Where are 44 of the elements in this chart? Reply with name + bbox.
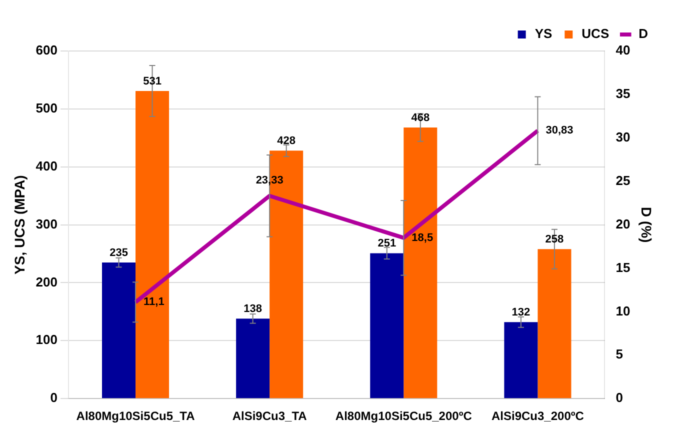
y-tick-label: 0 bbox=[50, 390, 58, 406]
y2-tick-label: 15 bbox=[616, 260, 630, 275]
data-label: 531 bbox=[143, 76, 162, 88]
data-label: 235 bbox=[110, 246, 128, 259]
data-label: 18,5 bbox=[412, 232, 434, 244]
y2-tick-label: 10 bbox=[616, 303, 630, 318]
data-label: 258 bbox=[545, 234, 564, 246]
y2-tick-label: 0 bbox=[616, 390, 623, 406]
data-label: 251 bbox=[378, 238, 396, 250]
data-label: 138 bbox=[244, 303, 262, 316]
bar bbox=[136, 90, 170, 398]
data-label: 11,1 bbox=[144, 296, 164, 308]
x-tick-label: AlSi9Cu3_200ºC bbox=[491, 409, 584, 424]
y-axis-title: YS, UCS (MPA) bbox=[11, 175, 28, 274]
y2-tick-label: 30 bbox=[616, 129, 630, 144]
y2-tick-label: 35 bbox=[616, 86, 630, 102]
legend-label: D bbox=[638, 26, 648, 42]
data-label: 428 bbox=[277, 135, 296, 148]
x-tick-label: Al80Mg10Si5Cu5_TA bbox=[76, 409, 196, 424]
y2-tick-label: 25 bbox=[616, 172, 630, 188]
bar bbox=[538, 249, 572, 398]
data-label: 468 bbox=[411, 112, 430, 124]
y-tick-label: 100 bbox=[36, 332, 58, 348]
bar bbox=[236, 318, 270, 398]
y-tick-label: 600 bbox=[36, 42, 58, 58]
y-tick-label: 200 bbox=[36, 274, 58, 290]
bar bbox=[370, 253, 404, 398]
data-label: 30,83 bbox=[546, 124, 574, 137]
y2-axis-title: D (%) bbox=[638, 206, 655, 243]
y-tick-label: 300 bbox=[36, 216, 58, 232]
bar bbox=[102, 262, 136, 398]
bar bbox=[404, 127, 438, 398]
bar bbox=[504, 322, 538, 398]
legend-label: YS bbox=[534, 26, 552, 42]
data-label: 23,33 bbox=[256, 174, 284, 186]
x-tick-label: AlSi9Cu3_TA bbox=[232, 409, 308, 424]
y2-tick-label: 40 bbox=[616, 42, 630, 58]
y-tick-label: 500 bbox=[36, 100, 58, 116]
legend-label: UCS bbox=[582, 26, 610, 42]
y2-tick-label: 5 bbox=[616, 346, 623, 362]
x-tick-label: Al80Mg10Si5Cu5_200ºC bbox=[335, 409, 472, 424]
y-tick-label: 400 bbox=[36, 158, 58, 174]
y2-tick-label: 20 bbox=[616, 216, 630, 232]
data-label: 132 bbox=[512, 306, 530, 319]
